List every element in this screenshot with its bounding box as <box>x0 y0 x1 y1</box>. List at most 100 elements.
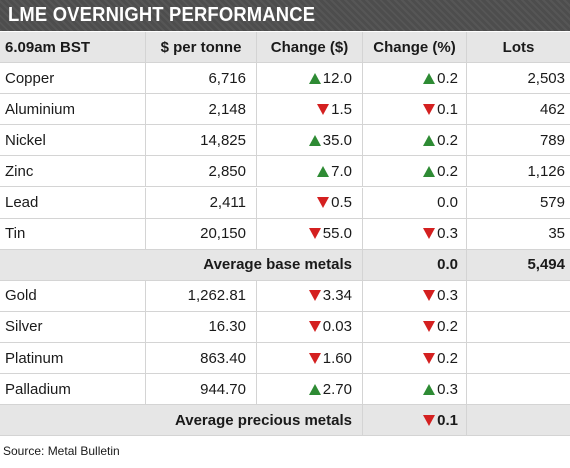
down-arrow-icon <box>317 197 330 208</box>
change-abs-cell: 2.70 <box>257 374 363 405</box>
change-abs-cell-value: 1.60 <box>322 349 352 367</box>
change-pct-cell-value: 0.2 <box>437 349 458 367</box>
change-pct-cell: 0.2 <box>363 63 467 94</box>
lots-cell: 789 <box>539 131 565 149</box>
up-arrow-icon <box>423 165 436 177</box>
change-pct-cell-value: 0.2 <box>437 69 458 87</box>
header-change-abs: Change ($) <box>257 32 363 62</box>
header-lots: Lots <box>502 38 535 56</box>
table-row: Palladium 944.70 2.70 0.3 <box>0 374 570 406</box>
source-note: Source: Metal Bulletin <box>3 444 120 458</box>
header-price: $ per tonne <box>146 32 257 62</box>
lots-cell: 35 <box>548 225 565 243</box>
price-cell: 6,716 <box>146 63 257 94</box>
price-cell: 2,411 <box>146 187 257 218</box>
up-arrow-icon <box>423 134 436 146</box>
change-abs-cell: 12.0 <box>257 63 363 94</box>
price-cell: 1,262.81 <box>146 280 257 311</box>
change-pct-cell: 0.3 <box>363 218 467 249</box>
change-abs-cell-value: 35.0 <box>322 131 352 149</box>
table-row: Copper 6,716 12.0 0.2 2,503 <box>0 63 570 95</box>
change-abs-cell-value: 55.0 <box>322 225 352 243</box>
change-abs-cell: 0.5 <box>257 187 363 218</box>
table-row: Platinum 863.40 1.60 0.2 <box>0 343 570 374</box>
average-precious-metals-row-label: Average precious metals <box>0 405 363 436</box>
down-arrow-icon <box>308 290 321 302</box>
page-title: LME OVERNIGHT PERFORMANCE <box>8 4 316 26</box>
table-row: Aluminium 2,148 1.5 0.1 462 <box>0 94 570 126</box>
price-cell: 2,148 <box>146 94 257 125</box>
change-abs-cell: 3.34 <box>257 280 363 311</box>
metal-name: Zinc <box>0 156 146 187</box>
metal-name: Gold <box>0 280 146 311</box>
average-precious-metals-row-pct-value: 0.1 <box>437 411 458 429</box>
lots-cell: 462 <box>539 100 565 118</box>
table-row: Silver 16.30 0.03 0.2 <box>0 311 570 343</box>
change-abs-cell: 0.03 <box>257 311 363 342</box>
change-abs-cell-value: 7.0 <box>331 162 352 180</box>
change-abs-cell: 55.0 <box>257 218 363 249</box>
price-cell: 863.40 <box>146 343 257 373</box>
change-abs-cell-value: 1.5 <box>331 100 352 118</box>
change-abs-cell-value: 3.34 <box>322 287 352 305</box>
down-arrow-icon <box>423 103 436 115</box>
change-abs-cell: 1.60 <box>257 343 363 373</box>
metal-name: Platinum <box>0 343 146 373</box>
table-row: Nickel 14,825 35.0 0.2 789 <box>0 125 570 157</box>
change-abs-cell-value: 0.03 <box>322 318 352 336</box>
average-base-metals-row-lots: 5,494 <box>527 256 565 274</box>
change-pct-cell: 0.1 <box>363 94 467 125</box>
change-pct-cell-value: 0.2 <box>437 131 458 149</box>
down-arrow-icon <box>308 321 321 333</box>
price-cell: 2,850 <box>146 156 257 187</box>
change-abs-cell-value: 2.70 <box>322 380 352 398</box>
price-cell: 14,825 <box>146 125 257 156</box>
change-pct-cell: 0.3 <box>363 374 467 405</box>
header-change-pct: Change (%) <box>363 32 467 62</box>
change-abs-cell: 1.5 <box>257 94 363 125</box>
change-pct-cell-value: 0.2 <box>437 318 458 336</box>
up-arrow-icon <box>423 72 436 84</box>
price-cell: 20,150 <box>146 218 257 249</box>
metal-name: Copper <box>0 63 146 94</box>
change-abs-cell: 35.0 <box>257 125 363 156</box>
table-row: Tin 20,150 55.0 0.3 35 <box>0 218 570 250</box>
up-arrow-icon <box>423 383 436 395</box>
metal-name: Lead <box>0 187 146 218</box>
metal-name: Palladium <box>0 374 146 405</box>
change-pct-cell: 0.2 <box>363 343 467 373</box>
header-time: 6.09am BST <box>0 32 146 62</box>
lots-cell: 1,126 <box>527 162 565 180</box>
up-arrow-icon <box>317 165 330 177</box>
down-arrow-icon <box>308 228 321 240</box>
table-row: Zinc 2,850 7.0 0.2 1,126 <box>0 156 570 188</box>
down-arrow-icon <box>317 103 330 115</box>
lots-cell: 2,503 <box>527 69 565 87</box>
change-pct-cell-value: 0.3 <box>437 287 458 305</box>
average-base-metals-row-pct: 0.0 <box>363 249 467 280</box>
title-bar: LME OVERNIGHT PERFORMANCE <box>0 0 570 31</box>
change-pct-cell-value: 0.1 <box>437 100 458 118</box>
change-pct-cell-value: 0.2 <box>437 162 458 180</box>
down-arrow-icon <box>423 290 436 302</box>
average-precious-metals-row-pct: 0.1 <box>363 405 467 436</box>
up-arrow-icon <box>308 72 321 84</box>
table-header-row: 6.09am BST $ per tonne Change ($) Change… <box>0 32 570 63</box>
change-pct-cell: 0.0 <box>363 187 467 218</box>
average-base-metals-row-label: Average base metals <box>0 249 363 280</box>
change-abs-cell-value: 0.5 <box>331 194 352 211</box>
lots-cell <box>467 374 570 404</box>
down-arrow-icon <box>423 321 436 333</box>
change-pct-cell-value: 0.0 <box>437 194 458 211</box>
metal-name: Silver <box>0 311 146 342</box>
change-pct-cell-value: 0.3 <box>437 225 458 243</box>
change-abs-cell-value: 12.0 <box>322 69 352 87</box>
down-arrow-icon <box>308 352 321 364</box>
average-base-metals-row-pct-value: 0.0 <box>437 256 458 274</box>
change-pct-cell: 0.3 <box>363 280 467 311</box>
average-precious-metals-row: Average precious metals 0.1 <box>0 405 570 437</box>
metal-name: Tin <box>0 218 146 249</box>
average-base-metals-row: Average base metals 0.0 5,494 <box>0 249 570 281</box>
average-precious-metals-row-lots <box>467 405 570 435</box>
change-pct-cell: 0.2 <box>363 125 467 156</box>
